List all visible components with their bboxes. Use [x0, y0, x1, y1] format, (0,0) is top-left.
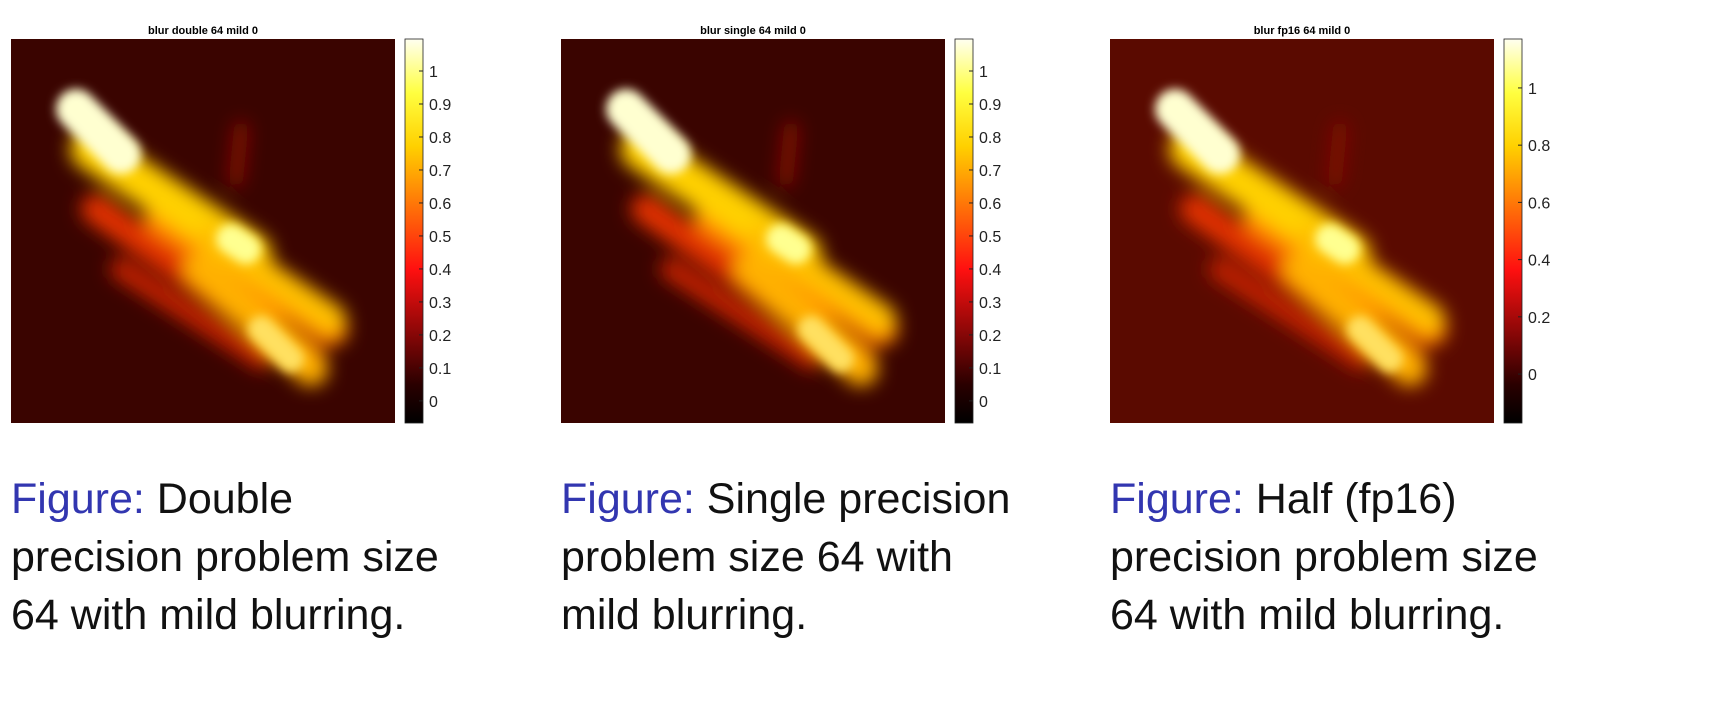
- blob-stroke: [56, 89, 141, 174]
- colorbar-tick-label: 0.5: [429, 229, 451, 246]
- blob: [56, 89, 304, 372]
- blob-stroke: [110, 258, 272, 370]
- caption-text: Double precision problem size 64 with mi…: [11, 475, 439, 639]
- colorbar-tick-label: 0.8: [979, 130, 1001, 147]
- colorbar-tick-label: 0.6: [979, 196, 1001, 213]
- colorbar: [404, 38, 424, 424]
- colorbar-tick-label: 0.3: [979, 295, 1001, 312]
- blob-stroke: [660, 258, 822, 370]
- blob-stroke: [248, 316, 304, 372]
- heatmap: [561, 39, 945, 423]
- colorbar-tick-label: 0.2: [429, 328, 451, 345]
- colorbar-tick-label: 0.5: [979, 229, 1001, 246]
- colorbar-tick-label: 1: [1528, 81, 1537, 98]
- caption: Figure: Half (fp16) precision problem si…: [1110, 470, 1565, 644]
- colorbar-tick-label: 0.8: [1528, 138, 1550, 155]
- colorbar: [1503, 38, 1523, 424]
- colorbar-tick-label: 0.1: [429, 361, 451, 378]
- figure-title: blur fp16 64 mild 0: [1254, 25, 1351, 37]
- heatmap: [11, 39, 395, 423]
- blob-stroke: [216, 224, 261, 264]
- colorbar-tick-label: 0.7: [979, 163, 1001, 180]
- caption-label: Figure:: [11, 475, 145, 523]
- colorbar-tick-label: 0.9: [429, 97, 451, 114]
- caption-label: Figure:: [561, 475, 695, 523]
- figures: blur double 64 mild 0 0 0.1 0.2 0.3 0.4 0.5 0.6…: [11, 25, 1550, 424]
- colorbar-tick-label: 0.6: [429, 196, 451, 213]
- blob-stroke: [228, 121, 249, 187]
- colorbar-tick-label: 0.4: [1528, 253, 1550, 270]
- blob-stroke: [1347, 316, 1403, 372]
- blob-stroke: [1209, 258, 1371, 370]
- blob-stroke: [1315, 224, 1360, 264]
- colorbar-tick-label: 0.9: [979, 97, 1001, 114]
- blob-stroke: [1327, 121, 1348, 187]
- blob: [606, 89, 854, 372]
- blob-stroke: [798, 316, 854, 372]
- figure-title: blur double 64 mild 0: [148, 25, 258, 37]
- colorbar: [954, 38, 974, 424]
- caption-text: Single precision problem size 64 with mi…: [561, 475, 1011, 639]
- colorbar-tick-label: 0.6: [1528, 195, 1550, 212]
- blob-stroke: [606, 89, 691, 174]
- caption-text: Half (fp16) precision problem size 64 wi…: [1110, 475, 1538, 639]
- colorbar-tick-label: 0.4: [429, 262, 451, 279]
- blob: [1155, 89, 1403, 372]
- colorbar-tick-label: 0.4: [979, 262, 1001, 279]
- blob-stroke: [766, 224, 811, 264]
- colorbar-tick-label: 0.8: [429, 130, 451, 147]
- blob-stroke: [1155, 89, 1240, 174]
- figure-title: blur single 64 mild 0: [700, 25, 806, 37]
- heatmap: [1110, 39, 1494, 423]
- caption-label: Figure:: [1110, 475, 1244, 523]
- colorbar-tick-label: 0.7: [429, 163, 451, 180]
- colorbar-tick-label: 1: [979, 64, 988, 81]
- colorbar-tick-label: 0: [1528, 367, 1537, 384]
- colorbar-tick-label: 0.2: [1528, 310, 1550, 327]
- colorbar-tick-label: 0.2: [979, 328, 1001, 345]
- colorbar-tick-label: 0: [979, 394, 988, 411]
- colorbar-tick-label: 0.3: [429, 295, 451, 312]
- blob-stroke: [778, 121, 799, 187]
- caption: Figure: Double precision problem size 64…: [11, 470, 466, 644]
- colorbar-tick-label: 0.1: [979, 361, 1001, 378]
- colorbar-tick-label: 0: [429, 394, 438, 411]
- colorbar-tick-label: 1: [429, 64, 438, 81]
- caption: Figure: Single precision problem size 64…: [561, 470, 1016, 644]
